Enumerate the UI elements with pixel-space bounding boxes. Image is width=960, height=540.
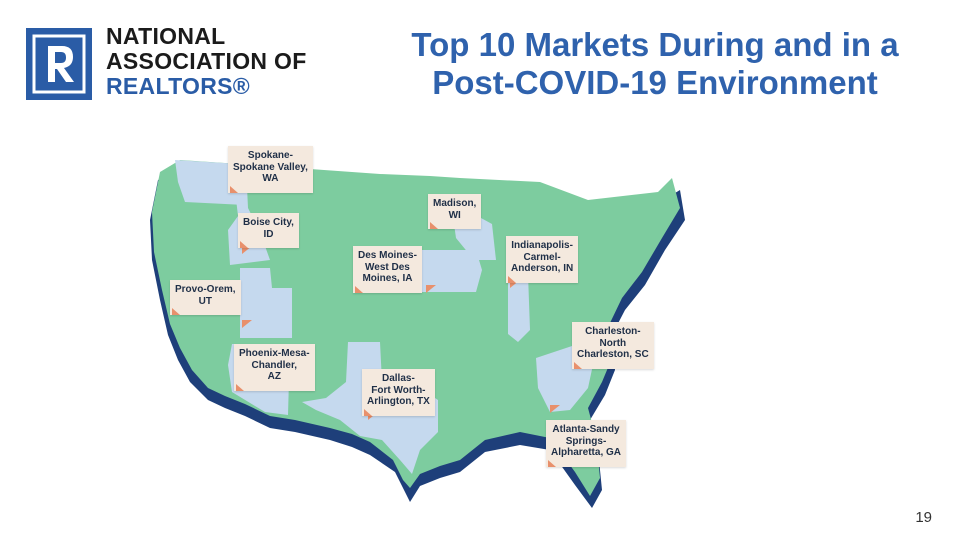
callout-spokane: Spokane- Spokane Valley, WA (228, 146, 313, 193)
callout-phoenix: Phoenix-Mesa- Chandler, AZ (234, 344, 315, 391)
state-indiana (508, 274, 530, 342)
callout-line: Charleston- (585, 326, 641, 337)
nar-logo: NATIONAL ASSOCIATION OF REALTORS® (26, 24, 346, 104)
callout-line: Charleston, SC (577, 349, 649, 360)
callout-line: Provo-Orem, (175, 284, 236, 295)
marker-atlanta (550, 405, 560, 413)
callout-line: West Des (365, 261, 410, 273)
state-iowa (416, 250, 482, 292)
callout-provo: Provo-Orem, UT (170, 280, 241, 315)
title-line-2: Post-COVID-19 Environment (432, 64, 878, 101)
callout-line: Indianapolis- (511, 240, 573, 251)
callout-line: Dallas- (381, 373, 415, 384)
callout-line: Des Moines- (358, 250, 417, 261)
marker-provo (242, 320, 252, 328)
page-number: 19 (915, 509, 932, 526)
callout-line: Moines, IA (362, 273, 413, 284)
callout-line: Arlington, TX (367, 396, 430, 407)
callout-line: Fort Worth- (371, 384, 426, 396)
callout-line: Spokane- (247, 150, 293, 161)
marker-desmoines (426, 285, 436, 293)
marker-boise (242, 246, 252, 254)
callout-line: UT (198, 295, 212, 307)
callout-madison: Madison, WI (428, 194, 482, 229)
callout-atlanta: Atlanta-Sandy Springs- Alpharetta, GA (546, 420, 627, 467)
callout-line: Alpharetta, GA (551, 447, 622, 458)
callout-line: Phoenix-Mesa- (239, 348, 310, 359)
logo-line-1: NATIONAL (106, 23, 226, 49)
callout-line: Springs- (565, 435, 607, 447)
callout-line: Madison, (433, 198, 477, 209)
logo-line-2: ASSOCIATION OF (106, 48, 307, 74)
callout-desmoines: Des Moines- West Des Moines, IA (353, 246, 422, 293)
callout-line: Anderson, IN (511, 263, 574, 274)
callout-line: Spokane Valley, (233, 161, 308, 173)
state-washington (175, 160, 245, 205)
callout-line: Carmel- (523, 251, 561, 263)
callout-boise: Boise City, ID (238, 213, 299, 248)
callout-line: WI (448, 209, 461, 221)
realtor-r-logo-icon (26, 28, 92, 100)
callout-dallas: Dallas- Fort Worth- Arlington, TX (362, 369, 435, 416)
callout-line: Chandler, (251, 359, 298, 371)
callout-line: Atlanta-Sandy (552, 424, 620, 435)
callout-line: AZ (267, 371, 281, 382)
logo-wordmark: NATIONAL ASSOCIATION OF REALTORS® (106, 24, 307, 99)
title-line-1: Top 10 Markets During and in a (411, 26, 899, 63)
callout-line: North (599, 337, 627, 349)
callout-indianapolis: Indianapolis- Carmel- Anderson, IN (506, 236, 579, 283)
callout-charleston: Charleston- North Charleston, SC (572, 322, 654, 369)
state-utah (240, 268, 292, 338)
callout-line: Boise City, (243, 217, 294, 228)
callout-line: WA (262, 173, 279, 184)
callout-line: ID (263, 228, 274, 240)
logo-line-3: REALTORS® (106, 73, 251, 99)
slide-title: Top 10 Markets During and in a Post-COVI… (350, 26, 960, 102)
